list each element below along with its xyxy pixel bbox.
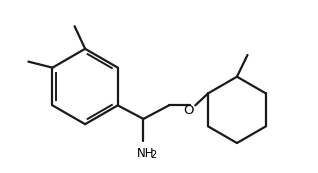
Text: O: O	[183, 104, 193, 117]
Text: 2: 2	[150, 150, 156, 160]
Text: NH: NH	[137, 147, 154, 160]
